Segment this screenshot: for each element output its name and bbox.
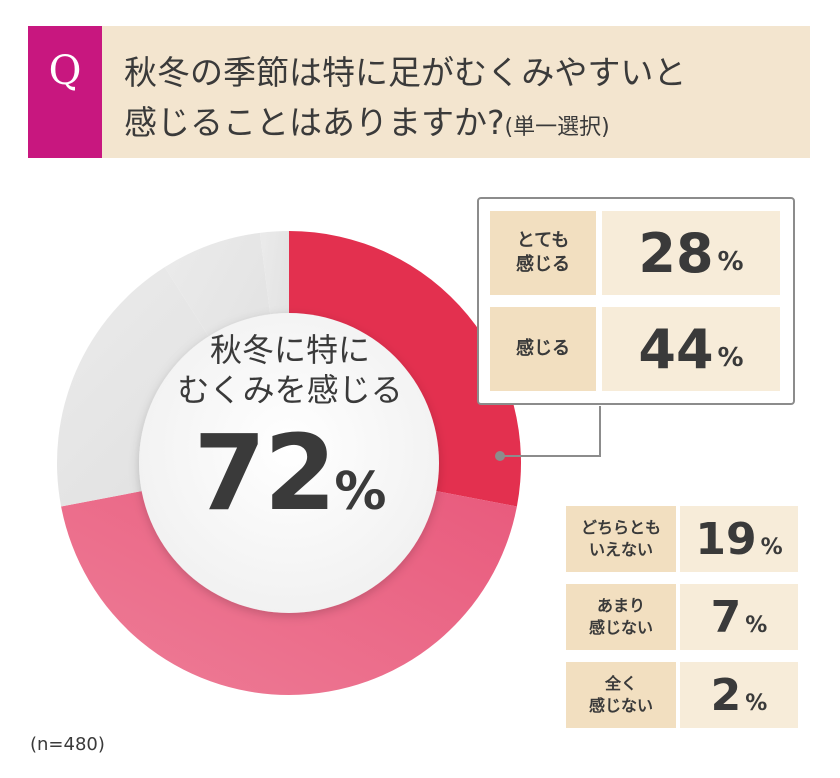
question-note: (単一選択) [504,115,610,140]
row-value: 19% [680,506,798,572]
sample-size: (n=480) [30,734,105,755]
center-line2: むくみを感じる [177,371,403,409]
row-label: あまり 感じない [566,584,676,650]
center-number: 72 [193,412,337,534]
center-label: 秋冬に特に むくみを感じる 72% [140,330,440,547]
center-line1: 秋冬に特に [209,331,370,369]
leader-line [500,406,601,457]
center-value: 72% [140,418,440,547]
row-value: 44% [602,307,780,391]
row-label: 感じる [490,307,596,391]
label-row-2: どちらとも いえない 19% [566,506,798,572]
row-label: どちらとも いえない [566,506,676,572]
row-value: 2% [680,662,798,728]
q-mark: Q [28,26,102,158]
donut-hole [139,313,439,613]
label-row-0: とても 感じる 28% [490,211,780,295]
label-row-4: 全く 感じない 2% [566,662,798,728]
row-value: 28% [602,211,780,295]
label-row-3: あまり 感じない 7% [566,584,798,650]
center-unit: % [334,462,387,522]
row-label: 全く 感じない [566,662,676,728]
leader-dot [495,451,505,461]
row-value: 7% [680,584,798,650]
question-line2: 感じることはありますか? [124,103,505,142]
label-row-1: 感じる 44% [490,307,780,391]
question-line1: 秋冬の季節は特に足がむくみやすいと [124,53,687,92]
question-bar: Q 秋冬の季節は特に足がむくみやすいと 感じることはありますか?(単一選択) [28,26,810,158]
row-label: とても 感じる [490,211,596,295]
question-text: 秋冬の季節は特に足がむくみやすいと 感じることはありますか?(単一選択) [124,48,794,153]
